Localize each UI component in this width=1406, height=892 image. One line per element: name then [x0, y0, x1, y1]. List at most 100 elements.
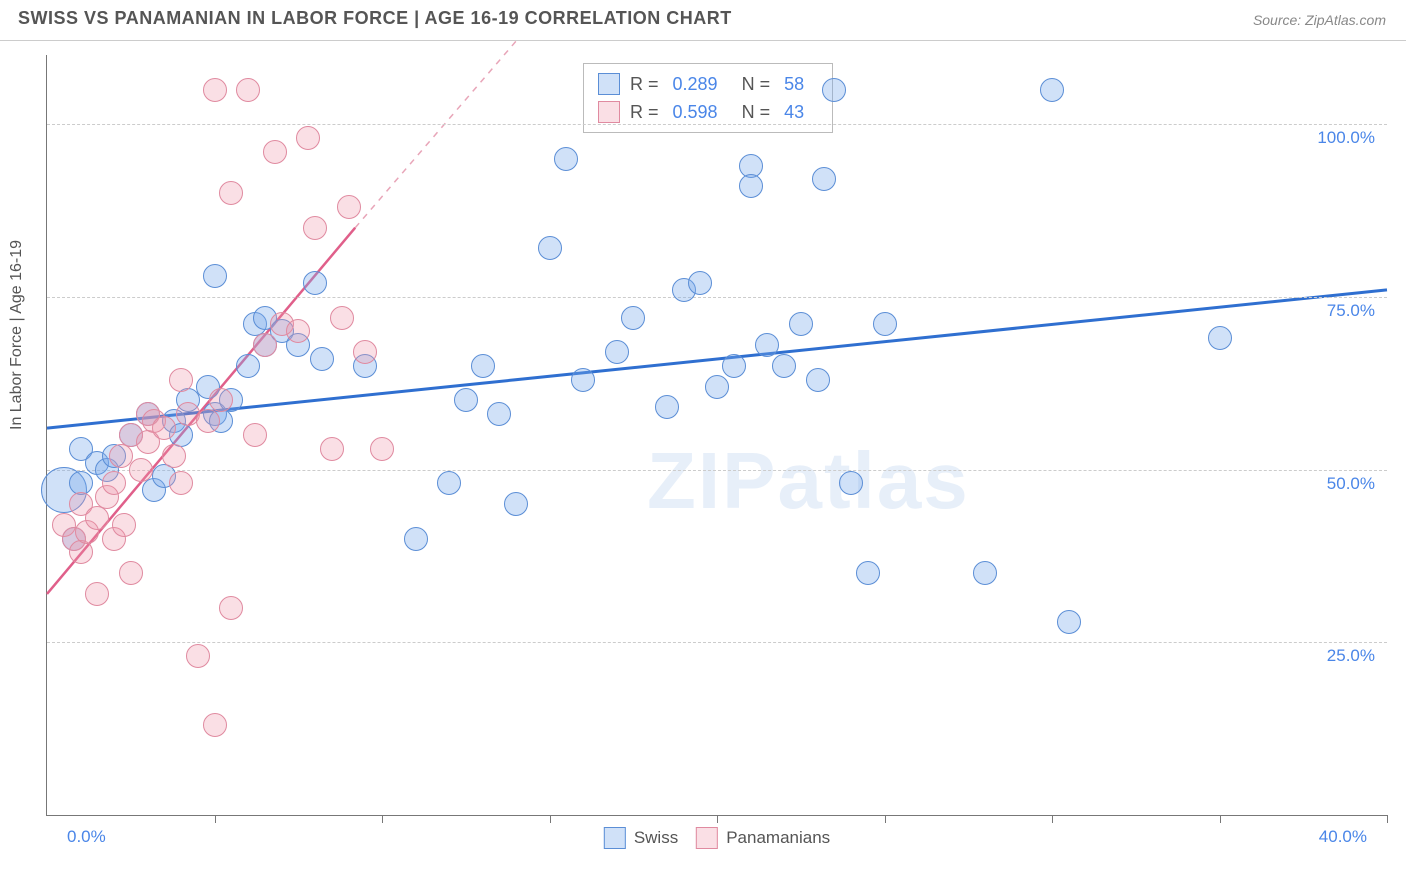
data-point [243, 423, 267, 447]
data-point [688, 271, 712, 295]
data-point [873, 312, 897, 336]
legend-swatch [598, 73, 620, 95]
data-point [1057, 610, 1081, 634]
data-point [186, 644, 210, 668]
data-point [209, 388, 233, 412]
legend-n-value: 43 [784, 98, 804, 126]
data-point [605, 340, 629, 364]
data-point [203, 713, 227, 737]
data-point [169, 471, 193, 495]
data-point [1040, 78, 1064, 102]
data-point [538, 236, 562, 260]
legend-swatch [598, 101, 620, 123]
series-legend-item: Swiss [604, 827, 678, 849]
data-point [119, 561, 143, 585]
data-point [705, 375, 729, 399]
data-point [353, 340, 377, 364]
stats-legend-row: R = 0.289 N = 58 [598, 70, 818, 98]
data-point [303, 216, 327, 240]
data-point [253, 333, 277, 357]
data-point [454, 388, 478, 412]
data-point [219, 181, 243, 205]
data-point [203, 78, 227, 102]
data-point [102, 471, 126, 495]
stats-legend: R = 0.289 N = 58 R = 0.598 N = 43 [583, 63, 833, 133]
y-axis-label: In Labor Force | Age 16-19 [8, 240, 26, 430]
x-axis-max-label: 40.0% [1319, 827, 1367, 847]
data-point [822, 78, 846, 102]
gridline-h [47, 124, 1387, 125]
x-tick [215, 815, 216, 823]
chart-title: SWISS VS PANAMANIAN IN LABOR FORCE | AGE… [18, 8, 732, 29]
data-point [755, 333, 779, 357]
y-tick-label: 75.0% [1323, 301, 1379, 321]
y-tick-label: 100.0% [1313, 128, 1379, 148]
data-point [812, 167, 836, 191]
gridline-h [47, 642, 1387, 643]
y-tick-label: 25.0% [1323, 646, 1379, 666]
source-label: Source: ZipAtlas.com [1253, 12, 1386, 28]
data-point [337, 195, 361, 219]
title-bar: SWISS VS PANAMANIAN IN LABOR FORCE | AGE… [0, 0, 1406, 41]
data-point [1208, 326, 1232, 350]
watermark: ZIPatlas [647, 435, 970, 527]
data-point [85, 506, 109, 530]
x-tick [717, 815, 718, 823]
data-point [296, 126, 320, 150]
data-point [330, 306, 354, 330]
x-tick [550, 815, 551, 823]
data-point [856, 561, 880, 585]
data-point [203, 264, 227, 288]
data-point [621, 306, 645, 330]
data-point [404, 527, 428, 551]
scatter-plot: ZIPatlas 0.0% 40.0% SwissPanamanians R =… [46, 55, 1387, 816]
legend-n-label: N = [742, 98, 771, 126]
data-point [370, 437, 394, 461]
data-point [739, 174, 763, 198]
data-point [112, 513, 136, 537]
series-legend-label: Swiss [634, 828, 678, 848]
x-tick [1387, 815, 1388, 823]
x-axis-min-label: 0.0% [67, 827, 106, 847]
legend-r-label: R = [630, 70, 659, 98]
data-point [722, 354, 746, 378]
data-point [219, 596, 243, 620]
data-point [236, 78, 260, 102]
legend-n-label: N = [742, 70, 771, 98]
data-point [169, 368, 193, 392]
data-point [236, 354, 260, 378]
data-point [571, 368, 595, 392]
x-tick [1052, 815, 1053, 823]
data-point [129, 458, 153, 482]
gridline-h [47, 470, 1387, 471]
data-point [437, 471, 461, 495]
data-point [839, 471, 863, 495]
legend-swatch [604, 827, 626, 849]
data-point [310, 347, 334, 371]
data-point [973, 561, 997, 585]
data-point [69, 540, 93, 564]
data-point [152, 416, 176, 440]
series-legend: Swiss Panamanians [604, 827, 830, 849]
x-tick [1220, 815, 1221, 823]
data-point [772, 354, 796, 378]
legend-n-value: 58 [784, 70, 804, 98]
series-legend-item: Panamanians [696, 827, 830, 849]
data-point [789, 312, 813, 336]
data-point [286, 319, 310, 343]
legend-swatch [696, 827, 718, 849]
data-point [162, 444, 186, 468]
data-point [504, 492, 528, 516]
legend-r-value: 0.289 [673, 70, 718, 98]
data-point [487, 402, 511, 426]
data-point [554, 147, 578, 171]
data-point [806, 368, 830, 392]
legend-r-value: 0.598 [673, 98, 718, 126]
data-point [471, 354, 495, 378]
data-point [85, 582, 109, 606]
legend-r-label: R = [630, 98, 659, 126]
stats-legend-row: R = 0.598 N = 43 [598, 98, 818, 126]
gridline-h [47, 297, 1387, 298]
data-point [263, 140, 287, 164]
x-tick [382, 815, 383, 823]
